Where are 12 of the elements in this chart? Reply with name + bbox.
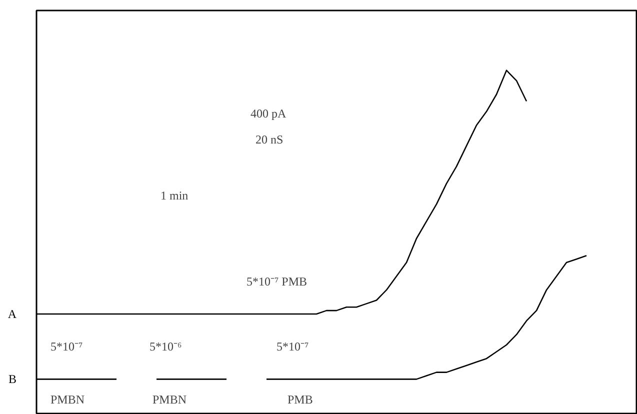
annotation: 5*10⁻⁷ [50, 340, 83, 354]
annotation: 5*10⁻⁷ PMB [246, 274, 308, 288]
annotation: PMBN [152, 392, 187, 406]
annotation: 20 nS [256, 132, 284, 146]
series-label: A [8, 306, 17, 321]
annotation: PMB [288, 392, 313, 406]
annotation: 5*10⁻⁷ [276, 340, 309, 354]
annotation: 1 min [160, 188, 188, 202]
annotation: PMBN [50, 392, 85, 406]
annotation: 400 pA [250, 106, 286, 120]
annotation: 5*10⁻⁶ [150, 340, 182, 354]
series-label: B [8, 372, 17, 386]
